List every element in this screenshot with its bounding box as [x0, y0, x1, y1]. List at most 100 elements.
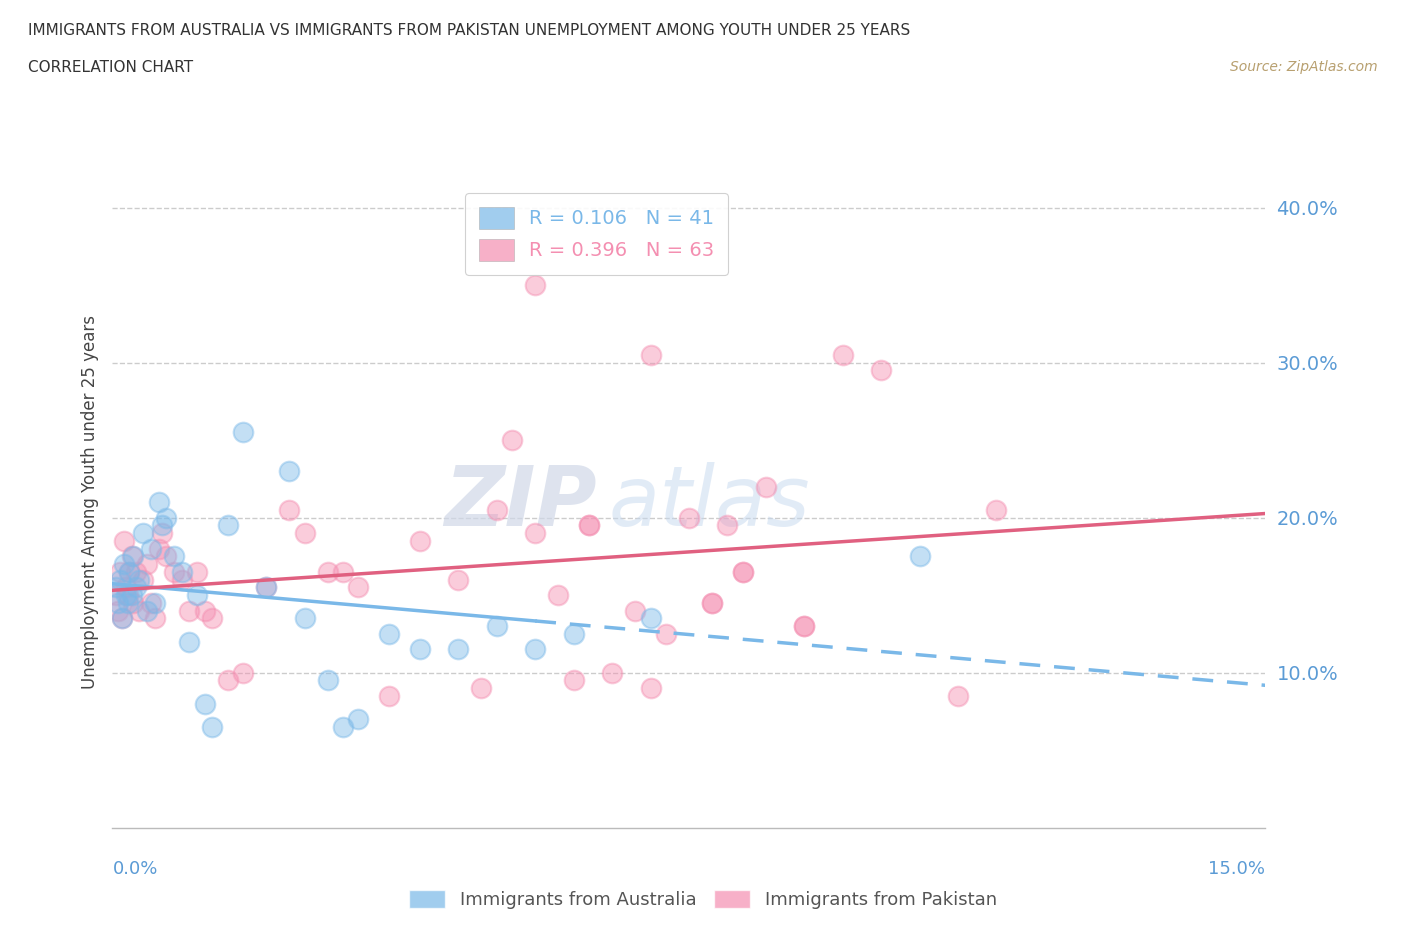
Point — [640, 348, 662, 363]
Point — [562, 673, 585, 688]
Text: atlas: atlas — [609, 461, 810, 543]
Text: 0.0%: 0.0% — [112, 860, 157, 878]
Point — [640, 681, 662, 696]
Point — [378, 627, 401, 642]
Point — [118, 565, 141, 579]
Point — [485, 502, 508, 517]
Point — [294, 611, 316, 626]
Point — [155, 549, 177, 564]
Point — [111, 611, 134, 626]
Point — [201, 611, 224, 626]
Point — [143, 595, 166, 610]
Point — [378, 688, 401, 703]
Point — [254, 580, 277, 595]
Point — [562, 627, 585, 642]
Text: ZIP: ZIP — [444, 461, 596, 543]
Point — [716, 518, 738, 533]
Point — [107, 604, 129, 618]
Point — [186, 565, 208, 579]
Point — [132, 525, 155, 540]
Point — [524, 642, 547, 657]
Text: Source: ZipAtlas.com: Source: ZipAtlas.com — [1230, 60, 1378, 74]
Point — [143, 611, 166, 626]
Point — [105, 580, 128, 595]
Point — [347, 711, 370, 726]
Point — [870, 363, 893, 378]
Point — [114, 588, 136, 603]
Point — [524, 278, 547, 293]
Point — [217, 673, 239, 688]
Point — [117, 595, 139, 610]
Point — [232, 425, 254, 440]
Point — [655, 627, 678, 642]
Point — [121, 588, 143, 603]
Point — [124, 580, 146, 595]
Point — [122, 549, 145, 564]
Point — [155, 511, 177, 525]
Point — [678, 511, 700, 525]
Point — [136, 557, 159, 572]
Point — [501, 432, 523, 447]
Point — [624, 604, 647, 618]
Point — [179, 634, 201, 649]
Point — [600, 665, 623, 680]
Point — [118, 565, 141, 579]
Point — [136, 604, 159, 618]
Point — [128, 572, 150, 587]
Text: IMMIGRANTS FROM AUSTRALIA VS IMMIGRANTS FROM PAKISTAN UNEMPLOYMENT AMONG YOUTH U: IMMIGRANTS FROM AUSTRALIA VS IMMIGRANTS … — [28, 23, 910, 38]
Point — [148, 495, 170, 510]
Point — [640, 611, 662, 626]
Point — [316, 673, 339, 688]
Text: 15.0%: 15.0% — [1208, 860, 1265, 878]
Point — [447, 572, 470, 587]
Point — [139, 541, 162, 556]
Point — [152, 518, 174, 533]
Point — [232, 665, 254, 680]
Point — [217, 518, 239, 533]
Point — [700, 595, 723, 610]
Point — [332, 720, 354, 735]
Point — [121, 549, 143, 564]
Point — [194, 604, 217, 618]
Point — [793, 618, 815, 633]
Point — [731, 565, 754, 579]
Point — [108, 572, 131, 587]
Point — [986, 502, 1008, 517]
Point — [332, 565, 354, 579]
Point — [152, 525, 174, 540]
Point — [793, 618, 815, 633]
Point — [547, 588, 569, 603]
Point — [139, 595, 162, 610]
Point — [122, 595, 145, 610]
Point — [148, 541, 170, 556]
Point — [108, 565, 131, 579]
Legend: R = 0.106   N = 41, R = 0.396   N = 63: R = 0.106 N = 41, R = 0.396 N = 63 — [465, 193, 728, 274]
Point — [347, 580, 370, 595]
Point — [578, 518, 600, 533]
Point — [170, 572, 193, 587]
Point — [294, 525, 316, 540]
Point — [524, 525, 547, 540]
Point — [485, 618, 508, 633]
Point — [124, 565, 146, 579]
Point — [409, 534, 432, 549]
Point — [111, 611, 134, 626]
Point — [107, 595, 129, 610]
Point — [194, 697, 217, 711]
Point — [201, 720, 224, 735]
Point — [278, 502, 301, 517]
Point — [470, 681, 492, 696]
Point — [170, 565, 193, 579]
Point — [179, 604, 201, 618]
Point — [278, 464, 301, 479]
Point — [831, 348, 853, 363]
Point — [186, 588, 208, 603]
Point — [114, 580, 136, 595]
Point — [254, 580, 277, 595]
Point — [447, 642, 470, 657]
Point — [755, 479, 778, 494]
Point — [946, 688, 969, 703]
Point — [112, 557, 135, 572]
Point — [163, 549, 186, 564]
Legend: Immigrants from Australia, Immigrants from Pakistan: Immigrants from Australia, Immigrants fr… — [402, 883, 1004, 916]
